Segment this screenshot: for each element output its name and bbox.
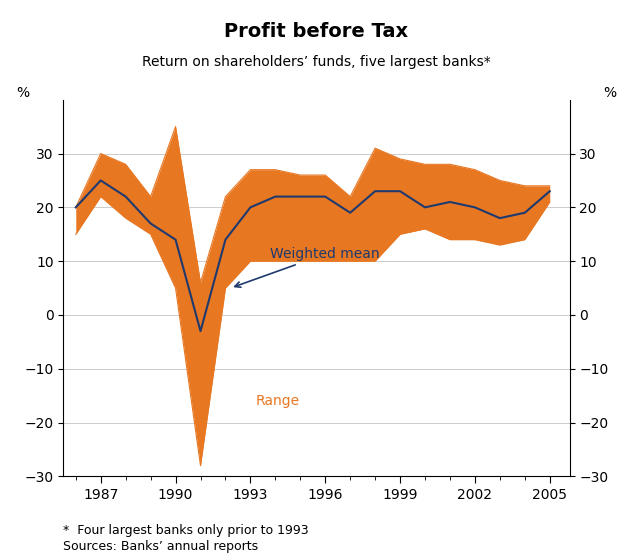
Text: %: % — [604, 86, 617, 100]
Text: Weighted mean: Weighted mean — [235, 247, 380, 288]
Text: %: % — [16, 86, 29, 100]
Text: Range: Range — [255, 394, 299, 408]
Text: Profit before Tax: Profit before Tax — [225, 22, 408, 41]
Text: Return on shareholders’ funds, five largest banks*: Return on shareholders’ funds, five larg… — [142, 55, 491, 69]
Text: Sources: Banks’ annual reports: Sources: Banks’ annual reports — [63, 540, 258, 553]
Text: *  Four largest banks only prior to 1993: * Four largest banks only prior to 1993 — [63, 524, 309, 536]
